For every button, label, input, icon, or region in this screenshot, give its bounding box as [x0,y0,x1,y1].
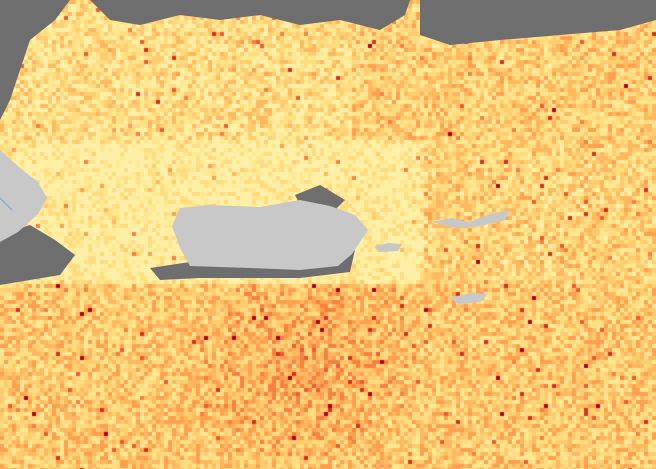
vieques [374,243,402,252]
no-data-region-top-right [420,0,656,45]
puerto-rico [172,200,368,270]
st-croix [450,293,488,304]
river-line [0,197,13,211]
no-data-region-top-left [0,0,70,120]
no-data-region-left [0,225,75,285]
hispaniola-east [0,150,47,242]
virgin-islands [432,210,510,228]
no-data-region-top-center [90,0,410,30]
land [0,150,510,304]
